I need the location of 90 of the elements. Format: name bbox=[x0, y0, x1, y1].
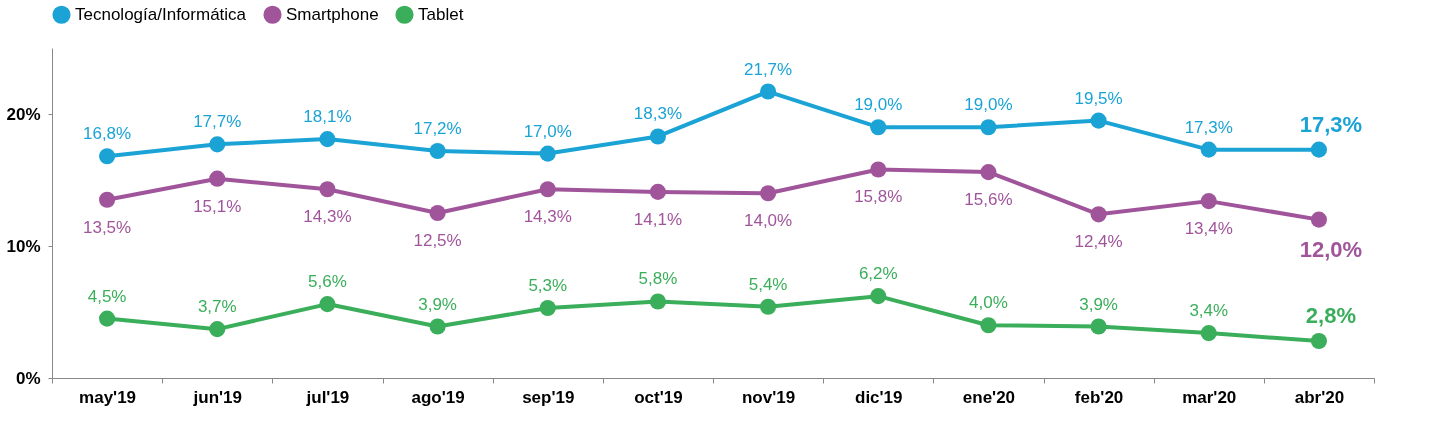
x-tick-label: may'19 bbox=[79, 387, 137, 407]
data-label: 17,2% bbox=[413, 118, 462, 138]
x-tick-label: ene'20 bbox=[962, 387, 1016, 407]
data-label: 6,2% bbox=[858, 264, 898, 284]
data-label: 4,5% bbox=[87, 286, 127, 306]
x-tick-label: mar'20 bbox=[1182, 387, 1237, 407]
point bbox=[1310, 211, 1327, 228]
data-label: 3,9% bbox=[418, 294, 457, 314]
point bbox=[1200, 141, 1217, 158]
y-tick-label: 20% bbox=[6, 104, 41, 124]
data-label: 19,5% bbox=[1074, 88, 1123, 108]
point bbox=[1090, 206, 1107, 223]
data-label: 4,0% bbox=[969, 293, 1008, 313]
data-label: 18,3% bbox=[633, 104, 683, 124]
point bbox=[1310, 141, 1327, 158]
point bbox=[319, 181, 336, 198]
data-label: 17,3% bbox=[1299, 111, 1363, 137]
y-tick-label: 0% bbox=[15, 368, 41, 388]
point bbox=[1090, 112, 1107, 129]
data-label: 17,3% bbox=[1184, 117, 1233, 137]
point bbox=[209, 321, 226, 338]
point bbox=[319, 296, 336, 313]
data-label: 3,9% bbox=[1079, 294, 1118, 314]
x-tick-label: ago'19 bbox=[411, 387, 465, 407]
point bbox=[649, 293, 666, 310]
point bbox=[980, 317, 997, 334]
data-label: 18,1% bbox=[303, 107, 352, 127]
point bbox=[209, 136, 226, 153]
x-tick-label: jun'19 bbox=[192, 387, 242, 407]
point bbox=[539, 299, 556, 317]
legend-label: Smartphone bbox=[286, 4, 379, 24]
x-tick-label: jul'19 bbox=[305, 387, 350, 407]
data-label: 14,3% bbox=[303, 207, 352, 227]
data-label: 12,0% bbox=[1299, 236, 1363, 262]
x-tick-label: feb'20 bbox=[1074, 387, 1124, 407]
point bbox=[980, 164, 997, 181]
point bbox=[760, 298, 777, 315]
data-label: 17,0% bbox=[523, 121, 572, 141]
data-label: 3,7% bbox=[197, 297, 237, 317]
data-label: 15,6% bbox=[964, 190, 1013, 210]
point bbox=[1200, 193, 1217, 210]
point bbox=[429, 204, 446, 222]
data-label: 3,4% bbox=[1189, 301, 1229, 321]
point bbox=[649, 128, 666, 145]
data-label: 5,4% bbox=[748, 274, 788, 294]
point bbox=[539, 181, 556, 198]
point bbox=[980, 119, 997, 136]
point bbox=[760, 83, 777, 100]
data-label: 17,7% bbox=[193, 112, 242, 132]
point bbox=[870, 288, 887, 305]
data-label: 19,0% bbox=[964, 95, 1013, 115]
point bbox=[209, 170, 226, 187]
data-label: 14,3% bbox=[523, 207, 572, 227]
legend-label: Tablet bbox=[418, 4, 464, 24]
data-label: 21,7% bbox=[743, 59, 793, 79]
point bbox=[870, 161, 887, 178]
data-label: 14,0% bbox=[743, 211, 793, 231]
data-label: 13,5% bbox=[82, 217, 132, 237]
data-label: 5,8% bbox=[638, 269, 678, 289]
data-label: 12,4% bbox=[1074, 232, 1123, 252]
data-label: 19,0% bbox=[854, 95, 903, 115]
point bbox=[870, 119, 887, 136]
point bbox=[99, 191, 116, 208]
data-label: 5,3% bbox=[528, 276, 568, 296]
point bbox=[1090, 318, 1107, 335]
y-tick-label: 10% bbox=[6, 236, 41, 256]
data-label: 14,1% bbox=[633, 209, 683, 229]
x-tick-label: oct'19 bbox=[634, 387, 683, 407]
point bbox=[760, 185, 777, 202]
data-label: 15,8% bbox=[854, 187, 903, 207]
point bbox=[319, 131, 336, 148]
data-label: 12,5% bbox=[413, 231, 462, 250]
x-tick-label: sep'19 bbox=[522, 387, 575, 407]
point bbox=[99, 148, 116, 165]
point bbox=[1310, 332, 1327, 350]
point bbox=[429, 318, 446, 335]
point bbox=[539, 145, 556, 162]
x-tick-label: dic'19 bbox=[854, 387, 903, 407]
point bbox=[1200, 325, 1217, 342]
legend-label: Tecnología/Informática bbox=[75, 4, 247, 24]
data-label: 2,8% bbox=[1305, 303, 1356, 329]
point bbox=[99, 310, 116, 327]
point bbox=[649, 183, 666, 200]
data-label: 5,6% bbox=[308, 272, 347, 292]
data-label: 15,1% bbox=[193, 196, 242, 216]
x-tick-label: abr'20 bbox=[1294, 387, 1345, 407]
point bbox=[429, 142, 446, 160]
data-label: 13,4% bbox=[1184, 219, 1233, 239]
x-tick-label: nov'19 bbox=[741, 387, 796, 407]
data-label: 16,8% bbox=[82, 124, 132, 144]
